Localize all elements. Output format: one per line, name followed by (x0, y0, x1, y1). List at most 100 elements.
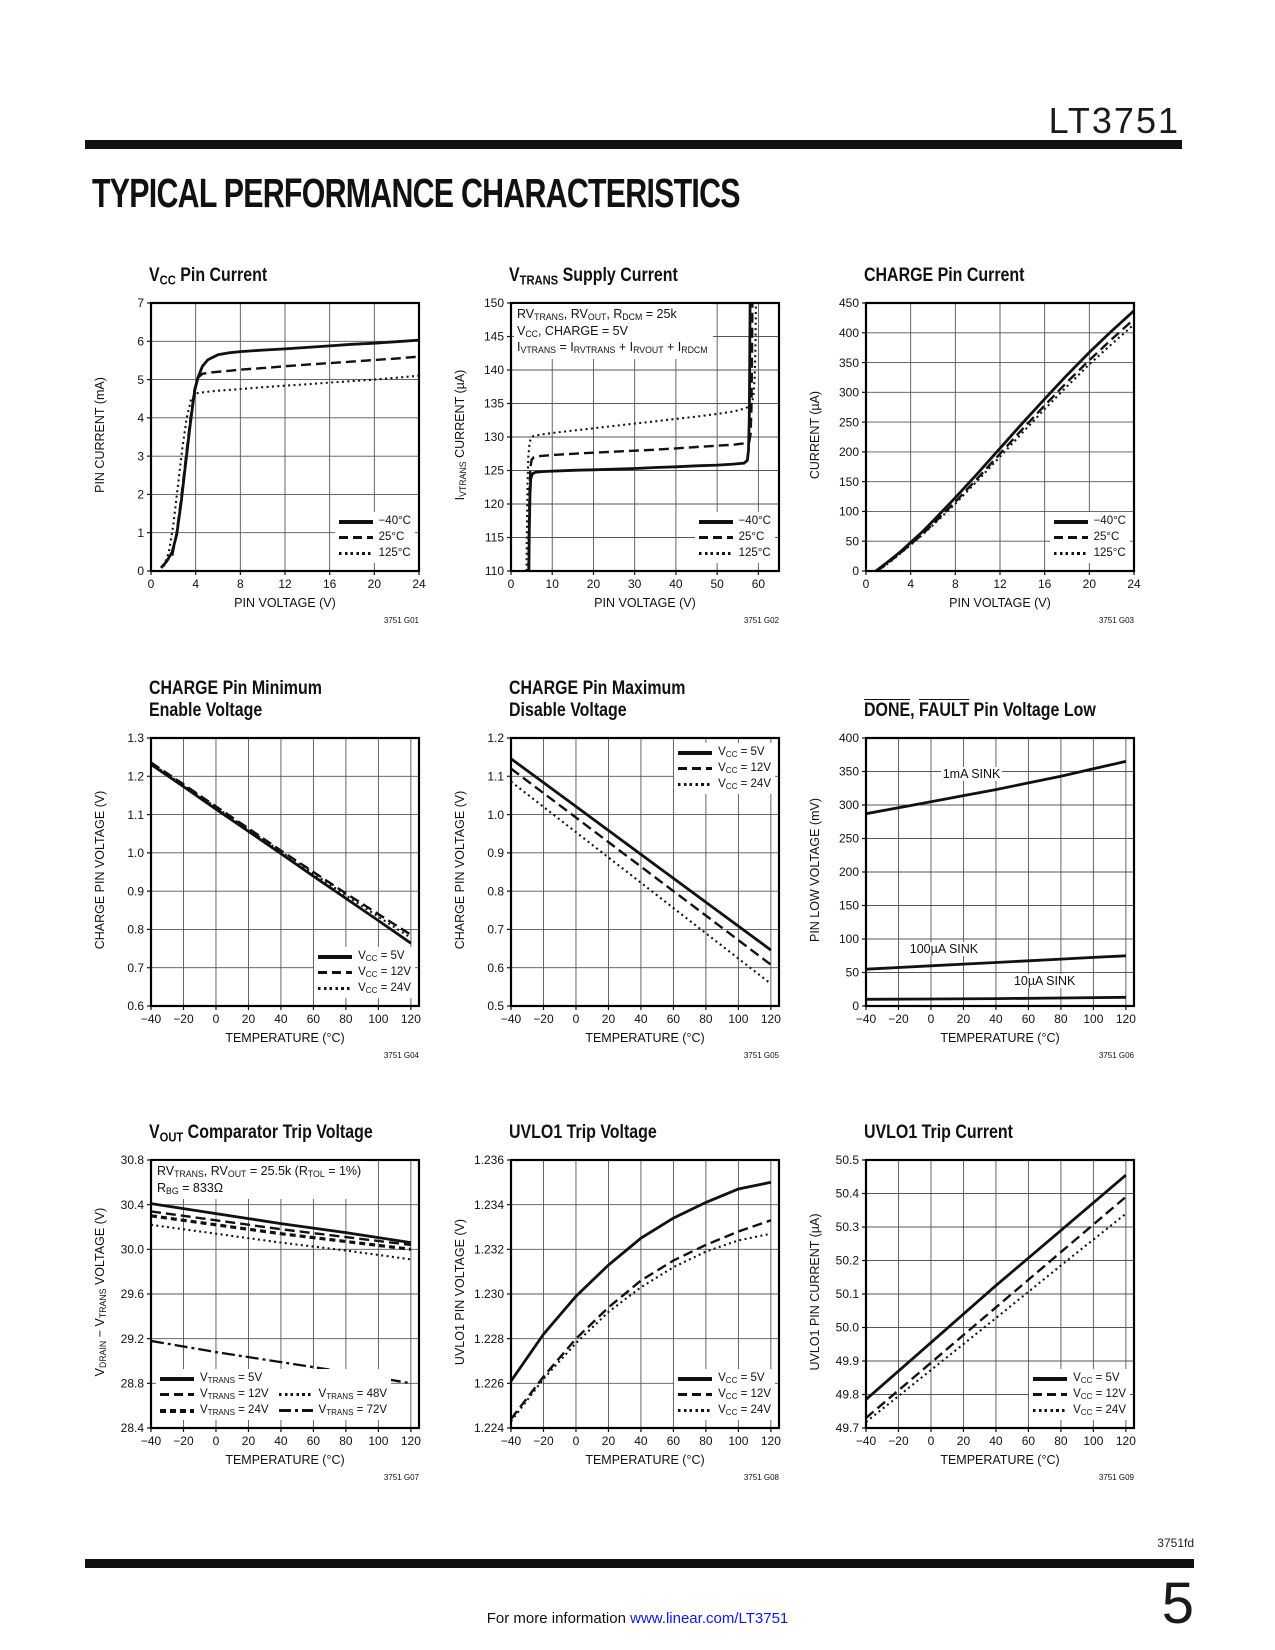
legend-label: −40°C (1093, 515, 1126, 527)
chart-g01: VCC Pin Current 0 4 8 12 16 20 24 0 1 2 3 4 5 6 7 PIN VO… (85, 253, 440, 633)
footer-link[interactable]: www.linear.com/LT3751 (630, 1610, 789, 1627)
legend-line-sample (698, 552, 733, 555)
svg-text:120: 120 (761, 1012, 781, 1026)
svg-text:100: 100 (728, 1434, 748, 1448)
svg-text:0: 0 (852, 564, 859, 578)
series-1ma-sink (866, 760, 1127, 816)
legend-item: 25°C (1053, 531, 1126, 544)
svg-text:50.2: 50.2 (836, 1254, 860, 1268)
svg-text:49.7: 49.7 (836, 1421, 860, 1435)
x-axis-label: TEMPERATURE (°C) (225, 1453, 344, 1467)
legend-line-sample (1053, 519, 1088, 524)
svg-text:49.8: 49.8 (836, 1388, 860, 1402)
chart-canvas: −40 −20 0 20 40 60 80 100 120 0.6 0.7 0.8 0.9 1.0 1.1 1… (127, 731, 421, 1060)
series-label: 1mA SINK (940, 766, 1003, 781)
svg-text:1.2: 1.2 (487, 731, 504, 745)
svg-text:3: 3 (137, 449, 144, 463)
svg-text:8: 8 (237, 577, 244, 591)
x-tick-labels: −40 −20 0 20 40 60 80 100 120 (856, 1434, 1136, 1448)
svg-text:50: 50 (846, 534, 860, 548)
svg-text:30.8: 30.8 (121, 1153, 145, 1167)
chart-legend: VCC = 5V VCC = 12V VCC = 24V (1029, 1369, 1130, 1420)
legend-item: VCC = 5V (678, 1372, 771, 1385)
legend-label: VCC = 12V (358, 966, 411, 979)
legend-item: VCC = 5V (1033, 1372, 1126, 1385)
svg-text:1: 1 (137, 526, 144, 540)
svg-text:100: 100 (839, 932, 859, 946)
x-axis-label: PIN VOLTAGE (V) (949, 596, 1051, 610)
gridlines (511, 1160, 779, 1428)
legend-label: VCC = 24V (718, 1404, 771, 1417)
legend-label: VCC = 5V (1073, 1372, 1120, 1385)
legend-label: 125°C (378, 547, 411, 559)
svg-text:0.7: 0.7 (487, 923, 504, 937)
svg-text:60: 60 (667, 1012, 681, 1026)
svg-text:120: 120 (401, 1012, 421, 1026)
chart-canvas: −40 −20 0 20 40 60 80 100 120 28.4 28.8 29.2 29.6 30.… (121, 1153, 422, 1482)
x-tick-labels: 0 4 8 12 16 20 24 (148, 577, 426, 591)
svg-text:1.230: 1.230 (474, 1287, 504, 1301)
series-vcc-12v (511, 767, 772, 966)
x-axis-label: PIN VOLTAGE (V) (594, 596, 696, 610)
svg-text:49.9: 49.9 (836, 1354, 860, 1368)
svg-text:60: 60 (307, 1012, 321, 1026)
svg-text:0: 0 (508, 577, 515, 591)
legend-item: 125°C (1053, 547, 1126, 560)
y-tick-labels: 0 50 100 150 200 250 300 350 400 (839, 731, 859, 1013)
svg-text:120: 120 (1116, 1012, 1136, 1026)
chart-footnote: 3751 G03 (1099, 616, 1135, 625)
svg-text:40: 40 (634, 1434, 648, 1448)
svg-text:8: 8 (952, 577, 959, 591)
svg-text:30: 30 (628, 577, 642, 591)
series-label: 100µA SINK (907, 942, 981, 957)
legend-label: −40°C (378, 515, 411, 527)
svg-text:4: 4 (907, 577, 914, 591)
y-tick-labels: 28.4 28.8 29.2 29.6 30.0 30.4 30.8 (121, 1153, 145, 1435)
svg-text:−40: −40 (141, 1012, 162, 1026)
x-tick-labels: 0 10 20 30 40 50 60 (508, 577, 766, 591)
legend-label: VCC = 24V (358, 982, 411, 995)
chart-footnote: 3751 G01 (384, 616, 420, 625)
x-axis-label: TEMPERATURE (°C) (225, 1031, 344, 1045)
series-125-c (162, 374, 419, 567)
svg-text:100: 100 (368, 1434, 388, 1448)
legend-line-sample (1053, 536, 1088, 539)
legend-item: 25°C (338, 531, 411, 544)
svg-text:7: 7 (137, 296, 144, 310)
svg-text:40: 40 (274, 1434, 288, 1448)
legend-line-sample (698, 519, 733, 524)
chart-title: DONE, FAULT Pin Voltage Low (864, 700, 1096, 721)
svg-text:100: 100 (1083, 1434, 1103, 1448)
svg-text:0.7: 0.7 (127, 961, 144, 975)
legend-line-sample (278, 1393, 313, 1396)
svg-text:20: 20 (587, 577, 601, 591)
svg-text:100: 100 (839, 505, 859, 519)
series-vcc-5v (511, 757, 772, 952)
svg-text:−20: −20 (888, 1012, 909, 1026)
svg-text:110: 110 (485, 564, 504, 578)
legend-line-sample (160, 1376, 194, 1381)
svg-text:60: 60 (752, 577, 766, 591)
y-tick-labels: 110 115 120 125 130 135 140 145 150 (484, 296, 504, 578)
svg-text:80: 80 (699, 1434, 713, 1448)
svg-text:100: 100 (728, 1012, 748, 1026)
legend-item: VCC = 12V (678, 1388, 771, 1401)
series-vcc-5v (866, 1174, 1127, 1401)
svg-text:120: 120 (401, 1434, 421, 1448)
svg-text:0: 0 (213, 1012, 220, 1026)
x-tick-labels: 0 4 8 12 16 20 24 (863, 577, 1141, 591)
chart-g05: CHARGE Pin Maximum Disable Voltage −40 −20 0… (445, 678, 800, 1068)
svg-text:300: 300 (839, 798, 859, 812)
legend-line-sample (1033, 1393, 1068, 1396)
svg-text:50: 50 (846, 966, 860, 980)
plot-frame (509, 736, 781, 1008)
legend-line-sample (678, 1376, 713, 1381)
chart-title: UVLO1 Trip Voltage (509, 1122, 657, 1143)
chart-legend: VCC = 5V VCC = 12V VCC = 24V (674, 1369, 775, 1420)
svg-text:100: 100 (1083, 1012, 1103, 1026)
svg-text:50: 50 (710, 577, 724, 591)
svg-text:0.8: 0.8 (487, 884, 504, 898)
chart-g08: UVLO1 Trip Voltage −40 −20 0 20 40 60 80 100 120 1… (445, 1110, 800, 1490)
legend-line-sample (678, 750, 713, 755)
